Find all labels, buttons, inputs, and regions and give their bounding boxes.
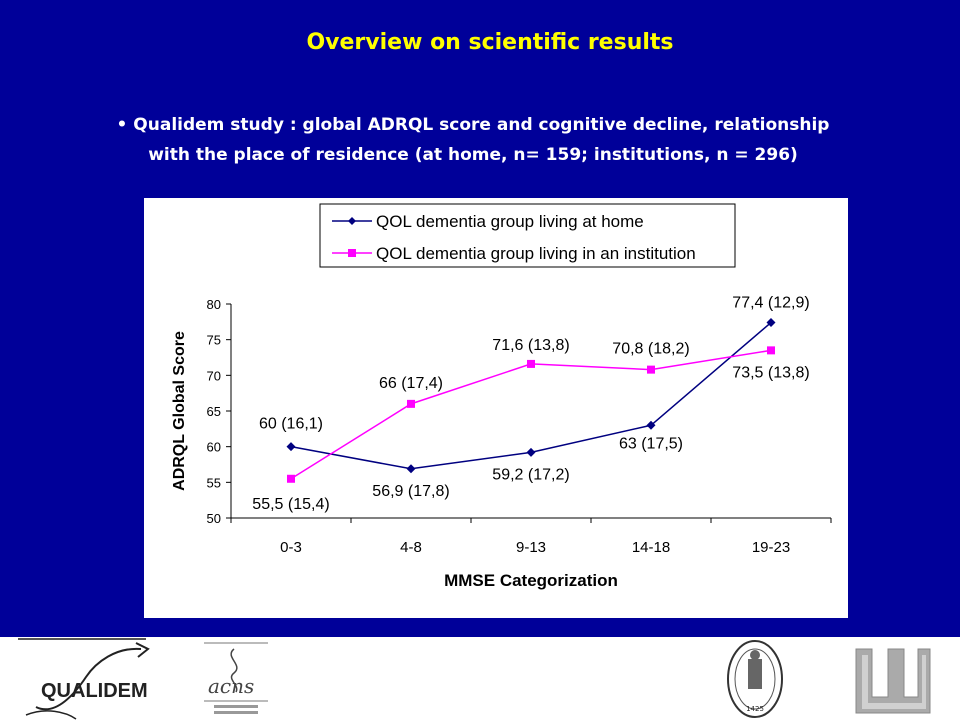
chart-legend: QOL dementia group living at home QOL de…	[319, 203, 736, 268]
data-label: 66 (17,4)	[379, 375, 443, 392]
legend-label-home: QOL dementia group living at home	[376, 212, 644, 231]
y-tick-label: 65	[207, 404, 221, 419]
y-tick-label: 60	[207, 440, 221, 455]
y-ticks: 50 55 60 65 70 75 80	[207, 297, 231, 526]
data-point-home	[526, 447, 536, 457]
x-tick-label: 19-23	[752, 539, 790, 556]
x-tick-label: 14-18	[632, 539, 670, 556]
y-tick-label: 55	[207, 475, 221, 490]
subtitle-line-2: with the place of residence (at home, n=…	[148, 145, 798, 165]
x-tick-label: 9-13	[516, 539, 546, 556]
y-tick-label: 75	[207, 333, 221, 348]
x-tick-label: 4-8	[400, 539, 422, 556]
data-point-institution	[287, 474, 295, 483]
svg-text:QUALIDEM: QUALIDEM	[41, 680, 148, 702]
slide-subtitle: • Qualidem study : global ADRQL score an…	[0, 110, 946, 170]
data-point-institution	[527, 359, 535, 368]
legend-marker-home	[348, 217, 356, 225]
data-label: 70,8 (18,2)	[612, 341, 689, 358]
legend-frame	[319, 203, 736, 268]
data-label: 71,6 (13,8)	[492, 337, 569, 354]
data-point-institution	[647, 365, 655, 374]
svg-text:acns: acns	[208, 674, 254, 698]
data-point-institution	[767, 346, 775, 355]
subtitle-line-1: • Qualidem study : global ADRQL score an…	[116, 115, 830, 135]
x-axis-title: MMSE Categorization	[444, 571, 618, 590]
footer-logos: QUALIDEM acns 1425	[0, 637, 960, 720]
series-layer	[286, 318, 776, 483]
academic-centre-logo: acns	[204, 642, 268, 714]
data-label: 77,4 (12,9)	[732, 295, 809, 312]
data-point-institution	[407, 399, 415, 408]
data-point-home	[766, 318, 776, 328]
slide-background: Overview on scientific results • Qualide…	[0, 0, 960, 637]
data-label: 55,5 (15,4)	[252, 496, 329, 513]
svg-text:1425: 1425	[746, 705, 764, 713]
data-label: 59,2 (17,2)	[492, 466, 569, 483]
legend-label-institution: QOL dementia group living in an institut…	[376, 244, 696, 263]
qualidem-logo: QUALIDEM	[18, 638, 150, 720]
data-label: 63 (17,5)	[619, 435, 683, 452]
data-point-home	[286, 442, 296, 452]
slide-title: Overview on scientific results	[306, 30, 674, 55]
chart-panel: QOL dementia group living at home QOL de…	[144, 198, 848, 618]
line-chart: QOL dementia group living at home QOL de…	[171, 203, 832, 590]
x-tick-label: 0-3	[280, 539, 302, 556]
x-ticks: 0-3 4-8 9-13 14-18 19-23	[230, 518, 832, 556]
y-axis-title: ADRQL Global Score	[171, 331, 188, 491]
legend-marker-institution	[348, 249, 356, 257]
data-label: 73,5 (13,8)	[732, 364, 809, 381]
data-label: 56,9 (17,8)	[372, 483, 449, 500]
data-label-layer: 60 (16,1) 56,9 (17,8) 59,2 (17,2) 63 (17,5)…	[252, 295, 809, 513]
y-tick-label: 50	[207, 511, 221, 526]
y-tick-label: 80	[207, 297, 221, 312]
data-point-home	[646, 420, 656, 430]
university-seal: 1425	[727, 640, 783, 718]
data-label: 60 (16,1)	[259, 416, 323, 433]
lu-logo	[855, 648, 931, 714]
y-tick-label: 70	[207, 368, 221, 383]
data-point-home	[406, 464, 416, 474]
